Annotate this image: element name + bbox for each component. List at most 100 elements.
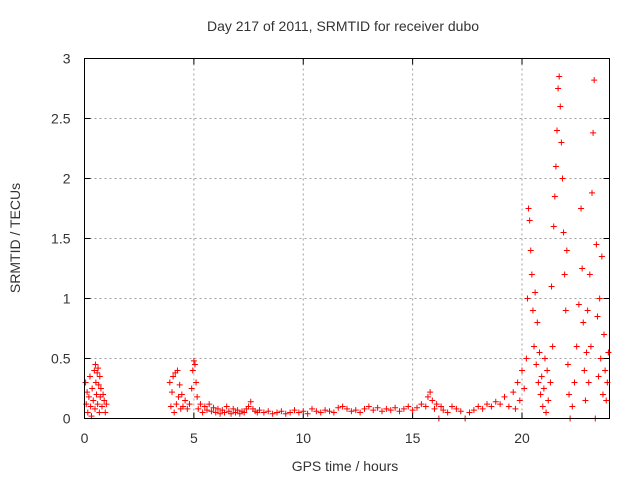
data-point bbox=[84, 389, 91, 396]
data-point bbox=[586, 271, 593, 278]
data-point bbox=[560, 229, 567, 236]
data-point bbox=[166, 379, 173, 386]
data-point bbox=[532, 289, 539, 296]
data-point bbox=[595, 373, 602, 380]
data-point bbox=[186, 401, 193, 408]
data-point bbox=[514, 379, 521, 386]
data-point bbox=[587, 343, 594, 350]
x-tick-label: 15 bbox=[405, 430, 421, 446]
data-point bbox=[171, 409, 178, 416]
data-point bbox=[433, 401, 440, 408]
data-point bbox=[170, 373, 177, 380]
x-tick-label: 5 bbox=[190, 430, 198, 446]
data-point bbox=[217, 410, 224, 417]
data-point bbox=[190, 357, 197, 364]
data-point bbox=[201, 403, 208, 410]
data-point bbox=[512, 405, 519, 412]
data-point bbox=[554, 127, 560, 134]
data-point bbox=[523, 355, 530, 362]
data-point bbox=[519, 367, 525, 374]
data-point bbox=[339, 403, 346, 410]
data-point bbox=[521, 385, 528, 392]
data-point bbox=[484, 401, 490, 408]
data-point bbox=[602, 367, 609, 374]
data-point bbox=[438, 403, 445, 410]
data-point bbox=[535, 379, 542, 386]
data-point bbox=[601, 331, 608, 338]
data-point bbox=[326, 408, 333, 415]
data-point bbox=[188, 385, 195, 392]
data-point bbox=[379, 408, 385, 415]
data-point bbox=[94, 401, 101, 408]
data-point bbox=[562, 307, 569, 314]
data-point bbox=[516, 397, 523, 404]
data-point bbox=[97, 385, 104, 392]
data-point bbox=[573, 343, 580, 350]
x-tick-label: 20 bbox=[514, 430, 530, 446]
data-point bbox=[552, 163, 559, 170]
data-point bbox=[539, 403, 546, 410]
data-point bbox=[580, 319, 587, 326]
data-point bbox=[241, 409, 248, 416]
data-point bbox=[538, 373, 545, 380]
data-point bbox=[309, 405, 315, 412]
data-point bbox=[313, 408, 320, 415]
data-point bbox=[100, 391, 107, 398]
data-point bbox=[90, 397, 97, 404]
data-point bbox=[99, 403, 105, 410]
data-point bbox=[453, 405, 460, 412]
data-point bbox=[300, 408, 307, 415]
data-point bbox=[531, 343, 538, 350]
data-point bbox=[579, 265, 586, 272]
data-point bbox=[191, 361, 198, 368]
data-point bbox=[365, 403, 372, 410]
data-point bbox=[96, 373, 103, 380]
data-point bbox=[599, 391, 606, 398]
data-point bbox=[578, 205, 585, 212]
data-point bbox=[569, 403, 576, 410]
data-point bbox=[558, 139, 565, 146]
data-point bbox=[584, 307, 591, 314]
plot-frame bbox=[84, 58, 610, 419]
data-point bbox=[585, 379, 592, 386]
data-point bbox=[571, 379, 578, 386]
data-point bbox=[575, 301, 582, 308]
data-point bbox=[526, 217, 533, 224]
data-point bbox=[230, 405, 237, 412]
data-point bbox=[370, 407, 377, 414]
data-point bbox=[528, 271, 535, 278]
data-point bbox=[335, 404, 342, 411]
data-point bbox=[566, 391, 573, 398]
y-tick-label: 0.5 bbox=[51, 351, 71, 367]
data-point bbox=[176, 381, 183, 388]
data-point bbox=[557, 103, 564, 110]
data-point bbox=[182, 397, 189, 404]
data-point bbox=[596, 295, 603, 302]
data-point bbox=[590, 129, 597, 136]
y-axis-label: SRMTID / TECUs bbox=[7, 183, 23, 293]
data-point bbox=[548, 283, 555, 290]
y-tick-label: 0 bbox=[63, 411, 71, 427]
data-point bbox=[501, 393, 508, 400]
data-point bbox=[317, 409, 324, 416]
data-point bbox=[195, 405, 202, 412]
data-point bbox=[556, 73, 563, 80]
x-tick-label: 10 bbox=[295, 430, 311, 446]
data-point bbox=[545, 397, 552, 404]
data-point bbox=[470, 407, 477, 414]
data-point bbox=[534, 319, 541, 326]
data-point bbox=[101, 397, 108, 404]
data-point bbox=[84, 409, 91, 416]
data-point bbox=[228, 410, 235, 417]
data-point bbox=[466, 409, 473, 416]
data-point bbox=[223, 403, 230, 410]
data-point bbox=[475, 403, 482, 410]
data-point bbox=[210, 404, 217, 411]
data-point bbox=[221, 409, 228, 416]
data-point bbox=[361, 405, 368, 412]
data-point bbox=[603, 397, 610, 404]
data-point bbox=[92, 405, 98, 412]
y-tick-label: 1.5 bbox=[51, 231, 71, 247]
data-point bbox=[179, 403, 186, 410]
